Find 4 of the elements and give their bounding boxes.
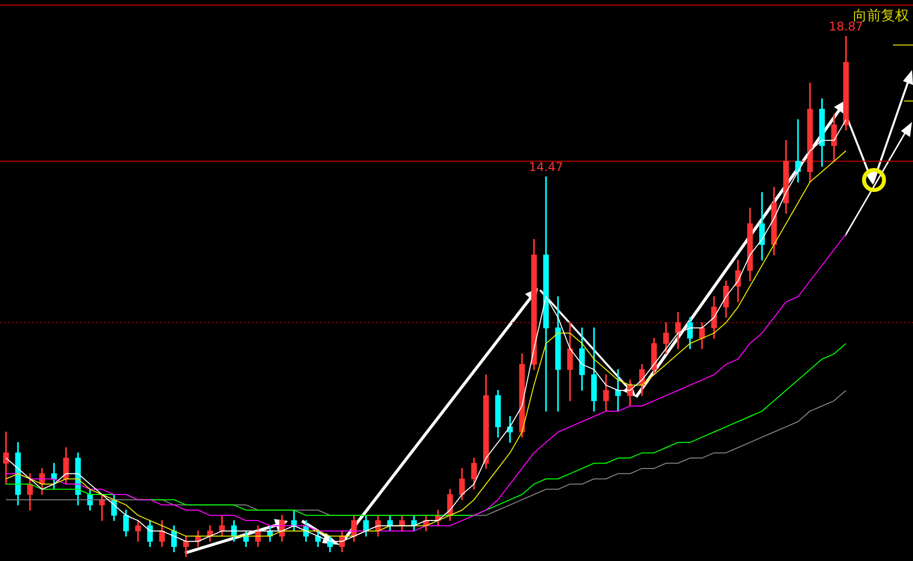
candlestick bbox=[3, 432, 9, 484]
annotation: 14.47 bbox=[528, 160, 564, 174]
candlestick bbox=[615, 369, 621, 412]
candlestick bbox=[795, 119, 801, 182]
